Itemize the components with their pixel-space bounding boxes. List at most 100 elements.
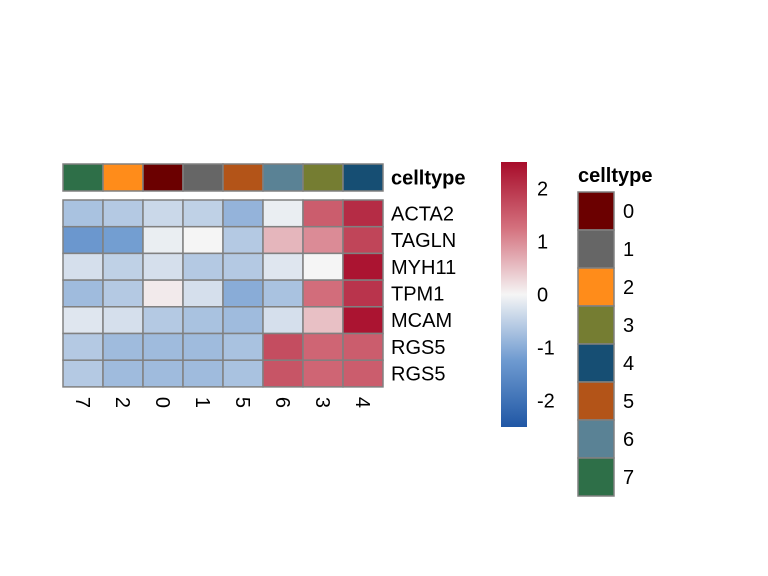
- annotation-title: celltype: [391, 168, 465, 190]
- heatmap-cell: [342, 359, 384, 388]
- legend-swatch: [577, 381, 615, 421]
- annotation-cell: [142, 163, 184, 192]
- annotation-cell: [102, 163, 144, 192]
- legend-swatch: [577, 457, 615, 497]
- heatmap-cell: [342, 252, 384, 281]
- heatmap-cell: [222, 279, 264, 308]
- legend-swatch: [577, 343, 615, 383]
- legend-title: celltype: [578, 165, 652, 187]
- heatmap-cell: [222, 332, 264, 361]
- heatmap-cell: [142, 332, 184, 361]
- legend-label: 6: [623, 429, 634, 451]
- column-label: 7: [71, 397, 93, 408]
- heatmap-cell: [102, 279, 144, 308]
- row-label: TPM1: [391, 283, 444, 305]
- heatmap-cell: [62, 359, 104, 388]
- heatmap-cell: [342, 306, 384, 335]
- heatmap-cell: [102, 225, 144, 255]
- heatmap-cell: [142, 199, 184, 228]
- row-label: MYH11: [391, 257, 456, 279]
- legend-label: 3: [623, 315, 634, 337]
- heatmap-cell: [182, 332, 224, 361]
- heatmap-cell: [302, 332, 344, 361]
- legend-swatch: [577, 419, 615, 459]
- heatmap-cell: [62, 306, 104, 335]
- annotation-cell: [62, 163, 104, 192]
- heatmap-cell: [182, 225, 224, 255]
- legend-swatch: [577, 305, 615, 345]
- legend-label: 5: [623, 391, 634, 413]
- heatmap-cell: [142, 225, 184, 255]
- color-scale-tick: -1: [537, 338, 555, 360]
- row-label: TAGLN: [391, 230, 456, 252]
- annotation-cell: [182, 163, 224, 192]
- heatmap-cell: [62, 199, 104, 228]
- heatmap-cell: [222, 306, 264, 335]
- heatmap-cell: [262, 279, 304, 308]
- heatmap-cell: [102, 199, 144, 228]
- heatmap-cell: [262, 359, 304, 388]
- legend-label: 0: [623, 201, 634, 223]
- heatmap-cell: [262, 306, 304, 335]
- heatmap-cell: [102, 332, 144, 361]
- legend-swatch: [577, 191, 615, 231]
- heatmap-cell: [62, 332, 104, 361]
- heatmap-cell: [182, 279, 224, 308]
- heatmap-cell: [222, 199, 264, 228]
- color-scale-tick: 1: [537, 232, 548, 254]
- color-scale-tick: -2: [537, 391, 555, 413]
- heatmap-cell: [182, 199, 224, 228]
- column-label: 0: [151, 397, 173, 408]
- heatmap-cell: [142, 252, 184, 281]
- heatmap-cell: [302, 279, 344, 308]
- row-label: RGS5: [391, 337, 445, 359]
- column-label: 6: [271, 397, 293, 408]
- legend-swatch: [577, 229, 615, 269]
- color-scale-bar: [501, 162, 527, 427]
- heatmap-cell: [302, 199, 344, 228]
- heatmap-cell: [302, 252, 344, 281]
- heatmap-cell: [142, 279, 184, 308]
- row-label: RGS5: [391, 364, 445, 386]
- column-label: 5: [231, 397, 253, 408]
- heatmap-cell: [262, 252, 304, 281]
- heatmap-cell: [102, 252, 144, 281]
- heatmap-cell: [342, 332, 384, 361]
- heatmap-cell: [302, 225, 344, 255]
- heatmap-cell: [62, 279, 104, 308]
- heatmap-cell: [222, 252, 264, 281]
- heatmap-cell: [182, 306, 224, 335]
- column-label: 2: [111, 397, 133, 408]
- row-label: MCAM: [391, 310, 452, 332]
- legend-label: 4: [623, 353, 634, 375]
- heatmap-cell: [262, 225, 304, 255]
- heatmap-cell: [342, 225, 384, 255]
- heatmap-cell: [222, 225, 264, 255]
- heatmap-cell: [182, 359, 224, 388]
- annotation-cell: [302, 163, 344, 192]
- color-scale-tick: 0: [537, 285, 548, 307]
- heatmap-cell: [102, 359, 144, 388]
- heatmap-cell: [342, 279, 384, 308]
- heatmap-cell: [182, 252, 224, 281]
- heatmap-cell: [262, 199, 304, 228]
- heatmap-cell: [302, 359, 344, 388]
- heatmap-cell: [342, 199, 384, 228]
- heatmap-cell: [142, 306, 184, 335]
- column-label: 4: [351, 397, 373, 408]
- heatmap-cell: [142, 359, 184, 388]
- legend-label: 1: [623, 239, 634, 261]
- annotation-cell: [262, 163, 304, 192]
- legend-swatch: [577, 267, 615, 307]
- heatmap-cell: [262, 332, 304, 361]
- heatmap-cell: [102, 306, 144, 335]
- annotation-cell: [222, 163, 264, 192]
- heatmap-cell: [302, 306, 344, 335]
- heatmap-cell: [62, 225, 104, 255]
- legend-label: 7: [623, 467, 634, 489]
- annotation-cell: [342, 163, 384, 192]
- color-scale-tick: 2: [537, 179, 548, 201]
- legend-label: 2: [623, 277, 634, 299]
- column-label: 3: [311, 397, 333, 408]
